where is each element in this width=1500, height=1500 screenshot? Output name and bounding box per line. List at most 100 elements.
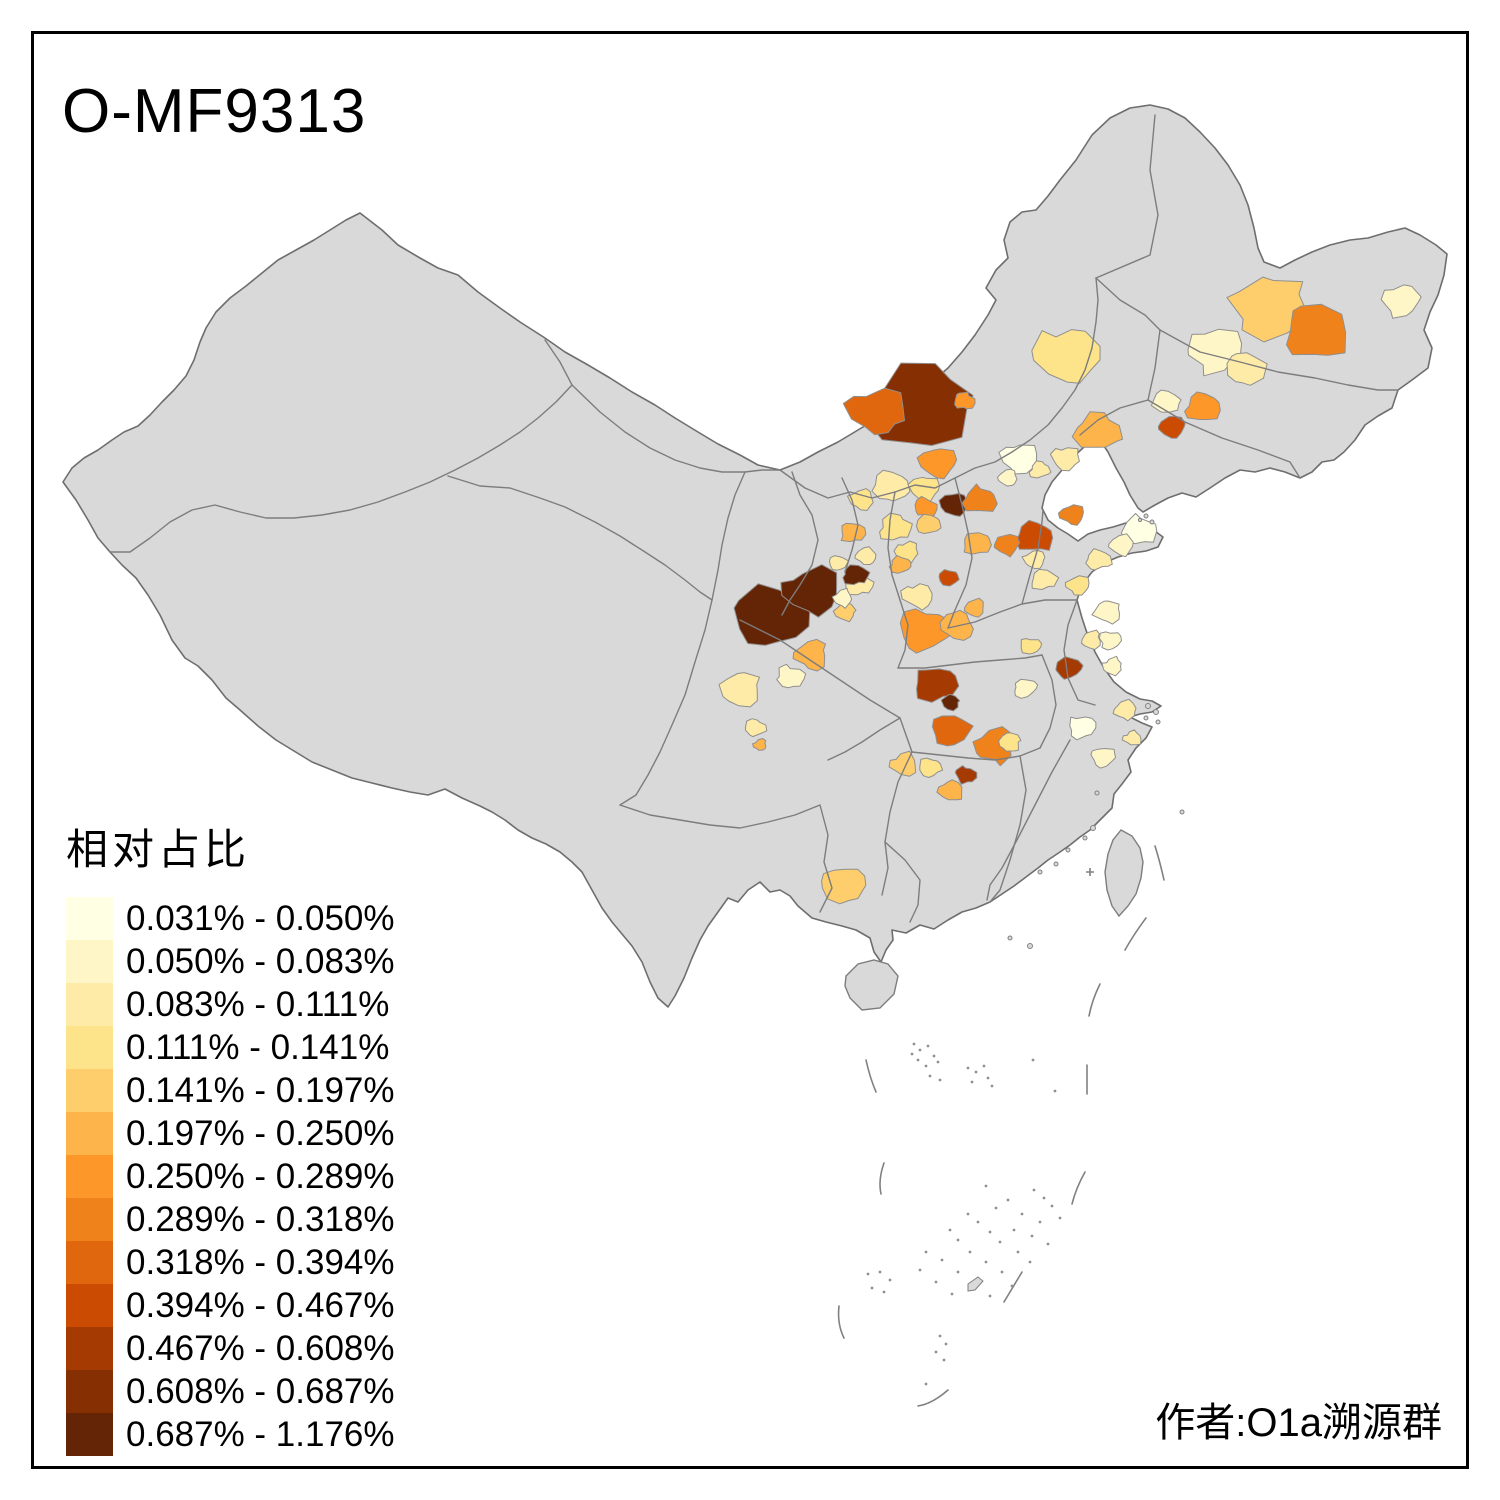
prefecture-region <box>936 779 963 801</box>
legend-label: 0.250% - 0.289% <box>126 1156 395 1196</box>
prefecture-region <box>1184 391 1221 420</box>
legend-swatch <box>66 940 113 983</box>
prefecture-region <box>931 715 974 747</box>
penghu-islands <box>1086 868 1094 876</box>
prefecture-region <box>1098 631 1122 651</box>
prefecture-region <box>900 583 933 611</box>
prefecture-region <box>916 448 958 480</box>
prefecture-region <box>776 663 807 689</box>
prefecture-region <box>842 387 905 436</box>
legend-item: 0.687% - 1.176% <box>66 1413 486 1456</box>
legend-swatch <box>66 1155 113 1198</box>
prefecture-region <box>938 569 960 587</box>
legend: 相对占比 0.031% - 0.050% 0.050% - 0.083% 0.083… <box>66 816 486 1456</box>
legend-swatch <box>66 983 113 1026</box>
prefecture-region <box>1031 568 1060 590</box>
legend-swatch <box>66 1284 113 1327</box>
legend-swatch <box>66 1069 113 1112</box>
prefecture-region <box>1064 575 1090 596</box>
prefecture-region <box>993 533 1021 558</box>
prefecture-region <box>899 608 956 654</box>
legend-item: 0.083% - 0.111% <box>66 983 486 1026</box>
prefecture-region <box>879 512 913 541</box>
prefecture-region <box>1081 629 1101 650</box>
prefecture-region <box>1049 447 1080 472</box>
prefecture-region <box>1028 460 1052 479</box>
prefecture-region <box>1226 276 1311 343</box>
prefecture-region <box>821 868 867 905</box>
legend-item: 0.467% - 0.608% <box>66 1327 486 1370</box>
prefecture-region <box>963 597 984 618</box>
prefecture-region <box>916 513 942 534</box>
legend-swatch <box>66 1327 113 1370</box>
legend-swatch <box>66 1112 113 1155</box>
legend-swatch <box>66 1241 113 1284</box>
legend-rows: 0.031% - 0.050% 0.050% - 0.083% 0.083% - 0… <box>66 897 486 1456</box>
prefecture-patches <box>718 276 1422 905</box>
attribution: 作者:O1a溯源群 <box>1155 1401 1442 1445</box>
prefecture-region <box>1380 284 1422 319</box>
legend-swatch <box>66 1198 113 1241</box>
legend-swatch <box>66 897 113 940</box>
province-borders <box>109 114 1399 923</box>
legend-title: 相对占比 <box>66 826 251 873</box>
legend-label: 0.111% - 0.141% <box>126 1027 390 1067</box>
prefecture-region <box>842 564 871 586</box>
prefecture-region <box>1015 519 1054 551</box>
prefecture-region <box>998 732 1022 752</box>
legend-label: 0.394% - 0.467% <box>126 1285 395 1325</box>
prefecture-region <box>829 555 849 571</box>
prefecture-region <box>1120 513 1158 545</box>
prefecture-region <box>792 638 826 672</box>
prefecture-region <box>961 483 998 512</box>
prefecture-region <box>854 546 877 565</box>
prefecture-region <box>916 668 960 703</box>
prefecture-region <box>888 555 912 574</box>
legend-item: 0.608% - 0.687% <box>66 1370 486 1413</box>
prefecture-region <box>1121 729 1142 746</box>
legend-item: 0.318% - 0.394% <box>66 1241 486 1284</box>
prefecture-region <box>1055 656 1084 680</box>
legend-item: 0.197% - 0.250% <box>66 1112 486 1155</box>
prefecture-region <box>954 391 976 410</box>
prefecture-region <box>832 601 857 623</box>
hainan-island <box>844 959 899 1011</box>
legend-swatch <box>66 1413 113 1456</box>
prefecture-region <box>940 694 961 712</box>
legend-item: 0.111% - 0.141% <box>66 1026 486 1069</box>
prefecture-region <box>1020 638 1043 655</box>
legend-label: 0.318% - 0.394% <box>126 1242 395 1282</box>
legend-label: 0.467% - 0.608% <box>126 1328 395 1368</box>
prefecture-region <box>919 757 944 778</box>
prefecture-region <box>1057 504 1084 526</box>
prefecture-region <box>1101 655 1122 677</box>
prefecture-region <box>831 587 853 609</box>
china-mainland <box>62 104 1448 1008</box>
prefecture-region <box>998 444 1038 475</box>
legend-label: 0.289% - 0.318% <box>126 1199 395 1239</box>
prefecture-region <box>780 564 838 618</box>
legend-label: 0.608% - 0.687% <box>126 1371 395 1411</box>
legend-label: 0.687% - 1.176% <box>126 1414 395 1454</box>
legend-item: 0.394% - 0.467% <box>66 1284 486 1327</box>
prefecture-region <box>1112 698 1137 722</box>
legend-label: 0.141% - 0.197% <box>126 1070 395 1110</box>
prefecture-region <box>1021 549 1046 570</box>
legend-item: 0.031% - 0.050% <box>66 897 486 940</box>
prefecture-region <box>954 765 978 785</box>
prefecture-region <box>1014 678 1039 699</box>
legend-item: 0.050% - 0.083% <box>66 940 486 983</box>
legend-swatch <box>66 1370 113 1413</box>
prefecture-region <box>1157 415 1186 439</box>
prefecture-region <box>752 738 767 751</box>
prefecture-region <box>744 718 768 738</box>
prefecture-region <box>1108 533 1134 558</box>
prefecture-region <box>1031 329 1101 384</box>
prefecture-region <box>1085 548 1113 571</box>
prefecture-region <box>997 468 1018 487</box>
prefecture-region <box>840 522 867 543</box>
taiwan-island <box>1104 829 1144 918</box>
legend-swatch <box>66 1026 113 1069</box>
